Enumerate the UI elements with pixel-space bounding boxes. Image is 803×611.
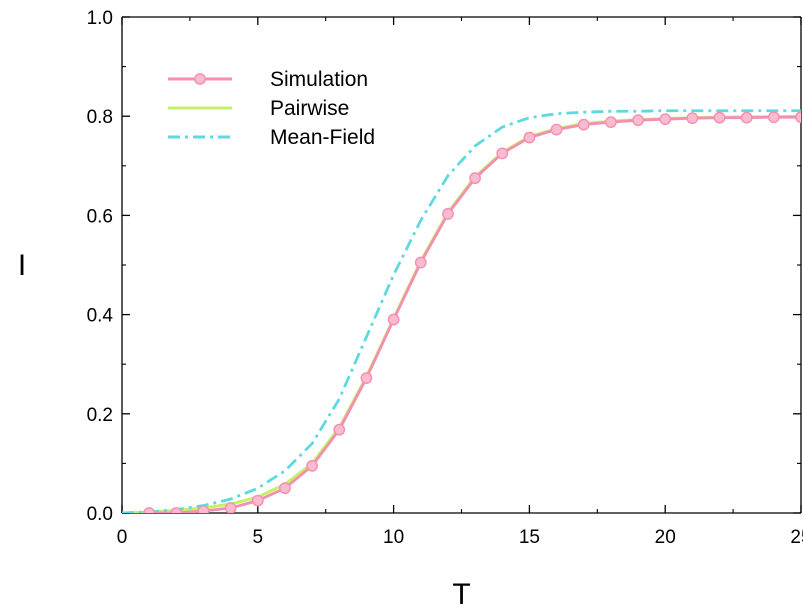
- data-point: [604, 116, 617, 129]
- data-point: [496, 147, 509, 160]
- legend-item: Pairwise: [168, 97, 349, 120]
- data-point: [577, 118, 590, 131]
- y-tick-label: 0.4: [87, 306, 114, 327]
- series-mean-field: [122, 109, 801, 513]
- data-point: [360, 372, 373, 384]
- y-axis-label: I: [18, 249, 26, 282]
- legend-label: Mean-Field: [270, 126, 375, 149]
- series-simulation: [143, 111, 801, 513]
- y-tick-label: 1.0: [87, 8, 113, 29]
- y-tick-label: 0.6: [87, 206, 113, 227]
- data-point: [333, 423, 346, 436]
- series-line: [122, 114, 801, 513]
- data-point: [442, 208, 454, 220]
- axis-ticks: 0 5 10 15 20 25 0.0 0.2 0.4 0.6 0.8 1.0: [87, 8, 803, 548]
- y-tick-label: 0.2: [87, 405, 113, 426]
- data-point: [387, 313, 400, 326]
- legend-label: Pairwise: [270, 97, 349, 120]
- legend: Simulation Pairwise Mean-Field: [168, 68, 375, 149]
- data-point: [469, 172, 481, 185]
- x-tick-label: 15: [519, 527, 540, 548]
- y-tick-label: 0.0: [87, 504, 113, 525]
- data-point: [143, 507, 156, 513]
- x-tick-label: 10: [383, 527, 404, 548]
- x-tick-label: 25: [790, 527, 803, 548]
- data-point: [740, 111, 753, 124]
- series-line: [122, 109, 801, 513]
- legend-item: Simulation: [168, 68, 368, 91]
- series-pairwise: [122, 114, 801, 513]
- series-layer: [122, 109, 801, 513]
- data-point: [414, 256, 427, 269]
- legend-item: Mean-Field: [168, 126, 375, 149]
- data-point: [306, 459, 319, 472]
- data-point: [550, 123, 563, 136]
- legend-label: Simulation: [270, 68, 368, 91]
- data-point: [523, 131, 536, 144]
- y-tick-label: 0.8: [87, 107, 113, 128]
- x-tick-label: 5: [253, 527, 264, 548]
- data-point: [632, 114, 644, 127]
- x-axis-label: T: [452, 578, 470, 611]
- data-point: [767, 111, 780, 124]
- plot-frame: [121, 16, 802, 514]
- x-tick-label: 0: [117, 527, 128, 548]
- data-point: [170, 507, 183, 513]
- data-point: [659, 113, 672, 126]
- data-point: [251, 494, 264, 507]
- x-tick-label: 20: [655, 527, 676, 548]
- data-point: [279, 482, 291, 495]
- data-point: [795, 111, 801, 124]
- data-point: [713, 111, 726, 124]
- legend-marker: [194, 73, 206, 85]
- data-point: [224, 502, 237, 513]
- data-point: [197, 505, 210, 513]
- data-point: [686, 112, 699, 125]
